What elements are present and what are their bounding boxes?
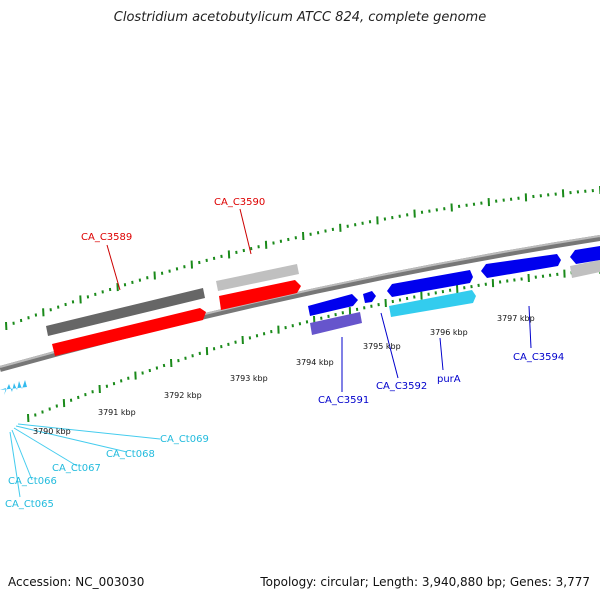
- scale-labels: 3790 kbp 3791 kbp 3792 kbp 3793 kbp 3794…: [33, 314, 535, 436]
- scale-label: 3793 kbp: [230, 374, 268, 383]
- gene-label[interactable]: CA_Ct069: [160, 434, 209, 445]
- gene-label[interactable]: purA: [437, 374, 461, 385]
- gene-label[interactable]: CA_Ct068: [106, 449, 155, 460]
- gene-arrow-blue[interactable]: [481, 254, 561, 278]
- scale-label: 3792 kbp: [164, 391, 202, 400]
- scale-label: 3795 kbp: [363, 342, 401, 351]
- scale-label: 3797 kbp: [497, 314, 535, 323]
- minor-tick: [162, 363, 166, 368]
- forward-genes: [0, 246, 600, 395]
- gene-labels: CA_C3590 CA_C3589 CA_C3591 CA_C3592 purA…: [5, 197, 564, 510]
- gene-arrow-blue[interactable]: [570, 246, 600, 264]
- gene-label[interactable]: CA_C3589: [81, 232, 132, 243]
- genome-backbone: [0, 235, 600, 372]
- minor-tick: [234, 340, 237, 344]
- genome-summary: Topology: circular; Length: 3,940,880 bp…: [260, 575, 590, 589]
- gene-label[interactable]: CA_C3590: [214, 197, 265, 208]
- gene-bar[interactable]: [216, 264, 299, 291]
- gene-bar[interactable]: [46, 288, 205, 336]
- inner-tick-row: [27, 266, 600, 423]
- gene-arrow-blue[interactable]: [308, 294, 358, 316]
- scale-label: 3791 kbp: [98, 408, 136, 417]
- minor-tick: [77, 395, 80, 400]
- gene-bar-purple[interactable]: [310, 312, 362, 335]
- map-title: Clostridium acetobutylicum ATCC 824, com…: [113, 10, 487, 25]
- gene-label[interactable]: CA_C3591: [318, 395, 369, 406]
- gene-bar[interactable]: [570, 260, 600, 278]
- scale-label: 3794 kbp: [296, 358, 334, 367]
- gene-arrow-red[interactable]: [219, 280, 301, 310]
- accession-label: Accession: NC_003030: [8, 575, 145, 589]
- gene-label[interactable]: CA_C3592: [376, 381, 427, 392]
- label-leaders: [9, 208, 532, 498]
- gene-arrow-blue[interactable]: [387, 270, 473, 297]
- gene-label[interactable]: CA_Ct067: [52, 463, 101, 474]
- gene-label[interactable]: CA_C3594: [513, 352, 564, 363]
- outer-tick-row: [5, 186, 600, 331]
- gene-label[interactable]: CA_Ct066: [8, 476, 57, 487]
- gene-arrow-cyan[interactable]: [389, 290, 476, 317]
- scale-label: 3790 kbp: [33, 427, 71, 436]
- scale-label: 3796 kbp: [430, 328, 468, 337]
- gene-arrow-blue[interactable]: [363, 291, 376, 303]
- gene-arrow-red[interactable]: [52, 308, 206, 356]
- gene-label[interactable]: CA_Ct065: [5, 499, 54, 510]
- gene-arrowheads-cyan[interactable]: [0, 380, 27, 395]
